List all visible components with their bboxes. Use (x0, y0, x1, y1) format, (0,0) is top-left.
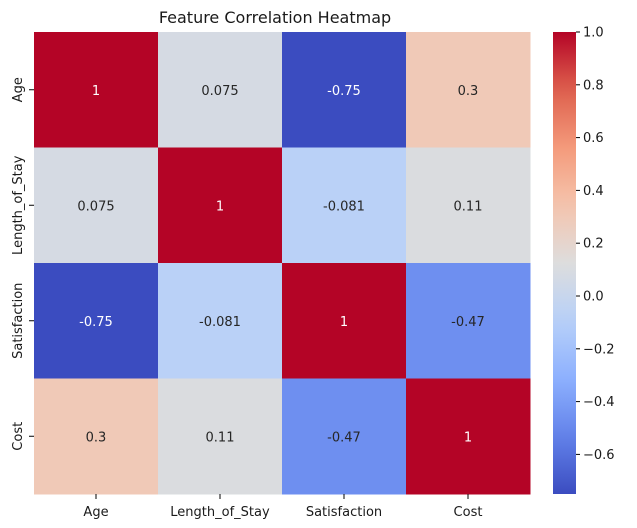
x-tick-label: Age (83, 505, 108, 520)
cell-annotation: 0.075 (201, 84, 238, 99)
colorbar-tick-label: 0.0 (583, 290, 604, 305)
cell-annotation: -0.75 (327, 84, 361, 99)
cell-annotation: -0.47 (451, 315, 485, 330)
colorbar-tick-label: 0.2 (583, 237, 604, 252)
cell-annotation: -0.75 (79, 315, 113, 330)
heatmap-cell (34, 32, 159, 148)
x-tick-label: Satisfaction (306, 505, 382, 520)
x-tick-label: Cost (454, 505, 483, 520)
colorbar-tick-label: −0.2 (583, 342, 615, 357)
cell-annotation: 1 (92, 84, 100, 99)
heatmap-cell (282, 263, 407, 379)
heatmap-cell (406, 378, 531, 495)
colorbar-tick-label: 0.8 (583, 78, 604, 93)
x-axis: Age Length_of_Stay Satisfaction Cost (83, 494, 482, 520)
heatmap-cell (158, 378, 283, 495)
y-tick-label: Age (11, 77, 26, 102)
heatmap-cell (406, 263, 531, 379)
colorbar-tick-label: 0.4 (583, 184, 604, 199)
y-tick-label: Satisfaction (11, 283, 26, 359)
heatmap-cell (34, 263, 159, 379)
heatmap-cell (158, 263, 283, 379)
colorbar: 1.0 0.8 0.6 0.4 0.2 0.0 −0.2 −0.4 −0.6 (553, 26, 615, 494)
heatmap-cell (282, 147, 407, 264)
cell-annotation: 0.3 (458, 84, 479, 99)
heatmap-cell (282, 32, 407, 148)
colorbar-tick-label: −0.4 (583, 395, 615, 410)
heatmap-cell (34, 147, 159, 264)
heatmap-cell (158, 147, 283, 264)
cell-annotation: 1 (464, 430, 472, 445)
x-tick-label: Length_of_Stay (170, 505, 270, 520)
heatmap-cell (406, 32, 531, 148)
cell-annotation: 0.075 (77, 199, 114, 214)
y-tick-label: Length_of_Stay (11, 155, 26, 255)
y-axis: Age Length_of_Stay Satisfaction Cost (11, 77, 34, 451)
colorbar-tick-label: −0.6 (583, 448, 615, 463)
cell-annotation: 0.3 (86, 430, 107, 445)
cell-annotation: 0.11 (206, 430, 235, 445)
heatmap-cells: 1 0.075 -0.75 0.3 0.075 1 -0.081 0.11 -0.75 -0.08… (34, 32, 531, 495)
colorbar-gradient (553, 32, 576, 494)
cell-annotation: 1 (216, 199, 224, 214)
cell-annotation: -0.47 (327, 430, 361, 445)
colorbar-tick-label: 1.0 (583, 26, 604, 41)
heatmap-cell (406, 147, 531, 264)
colorbar-tick-label: 0.6 (583, 131, 604, 146)
cell-annotation: -0.081 (323, 199, 365, 214)
chart-title: Feature Correlation Heatmap (159, 8, 391, 27)
y-tick-label: Cost (11, 422, 26, 451)
cell-annotation: -0.081 (199, 315, 241, 330)
heatmap-cell (282, 378, 407, 495)
cell-annotation: 0.11 (454, 199, 483, 214)
heatmap-cell (158, 32, 283, 148)
heatmap-cell (34, 378, 159, 495)
cell-annotation: 1 (340, 315, 348, 330)
